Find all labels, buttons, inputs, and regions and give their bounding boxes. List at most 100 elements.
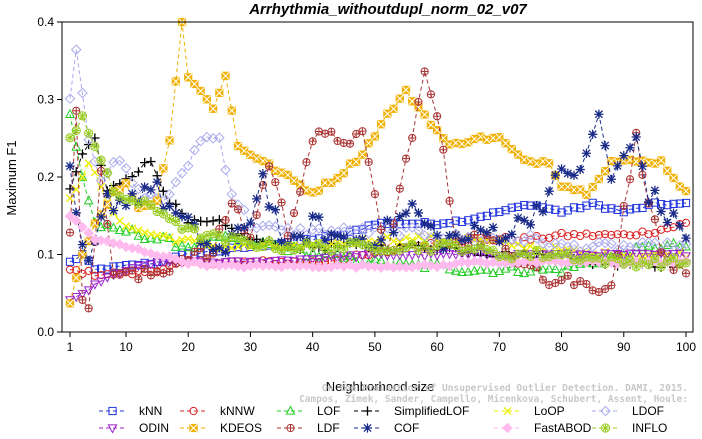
data-point-lof <box>108 222 119 232</box>
data-point-kdeos <box>420 110 429 119</box>
data-point-cof <box>507 229 517 239</box>
data-point-fastabod <box>114 239 126 250</box>
data-point-fastabod <box>425 260 437 271</box>
data-point-cof <box>644 197 654 207</box>
data-point-odin <box>625 249 635 259</box>
data-point-cof <box>158 203 168 214</box>
data-point-ldf <box>364 157 373 167</box>
data-point-knn <box>489 208 498 217</box>
data-point-inflo <box>252 242 262 252</box>
data-point-loop <box>128 224 137 233</box>
data-point-ldof <box>618 239 630 251</box>
data-point-cof <box>164 201 175 212</box>
data-point-cof <box>544 186 554 196</box>
data-point-fastabod <box>456 256 468 268</box>
data-point-odin <box>419 252 430 262</box>
data-point-lof <box>519 267 530 278</box>
data-point-cof <box>550 170 560 180</box>
data-point-inflo <box>451 240 461 251</box>
data-point-cof <box>444 231 455 241</box>
data-point-knnw <box>65 265 75 274</box>
data-point-fastabod <box>270 261 281 272</box>
data-point-knn <box>495 207 504 217</box>
data-point-inflo <box>121 194 131 205</box>
legend-marker-fastabod <box>502 422 513 434</box>
data-point-odin <box>289 257 299 267</box>
data-point-ldof <box>344 224 356 236</box>
data-point-simplifiedlof <box>202 217 212 227</box>
data-point-lof <box>481 264 492 274</box>
data-point-knnw <box>625 231 635 240</box>
data-point-lof <box>177 240 187 250</box>
data-point-odin <box>662 250 673 260</box>
data-point-inflo <box>320 243 330 253</box>
data-point-knn <box>227 243 236 252</box>
data-point-ldf <box>146 271 155 280</box>
data-point-inflo <box>84 128 94 138</box>
data-point-knn <box>445 218 454 228</box>
data-point-cof <box>77 240 88 250</box>
legend: kNN kNNW LOF SimplifiedLOF LoOP LDOF ODIN KDEOS… <box>99 404 667 435</box>
data-point-fastabod <box>83 227 94 239</box>
series-line-cof <box>69 114 687 262</box>
data-point-ldof <box>189 144 200 156</box>
data-point-loop <box>395 237 404 247</box>
data-point-kdeos <box>383 109 392 118</box>
data-point-ldof <box>114 155 126 167</box>
data-point-odin <box>239 259 250 269</box>
data-point-ldf <box>650 215 659 224</box>
data-point-cof <box>289 231 299 241</box>
data-point-loop <box>78 173 87 182</box>
data-point-ldf <box>439 145 448 154</box>
data-point-ldf <box>358 127 367 136</box>
legend-label: ODIN <box>139 421 169 434</box>
data-point-inflo <box>488 245 498 256</box>
data-point-ldof <box>599 237 611 249</box>
data-point-simplifiedlof <box>77 149 88 159</box>
data-point-kdeos <box>358 150 367 159</box>
data-point-loop <box>65 194 75 203</box>
legend-label: SimplifiedLOF <box>394 404 469 418</box>
data-point-kdeos <box>121 179 131 188</box>
data-point-cof <box>65 161 75 171</box>
data-point-cof <box>220 247 231 258</box>
legend-label: INFLO <box>632 421 667 434</box>
data-point-ldf <box>414 97 423 107</box>
data-point-loop <box>121 221 131 231</box>
data-point-inflo <box>619 259 629 269</box>
data-point-ldf <box>134 275 143 284</box>
data-point-simplifiedlof <box>208 216 218 226</box>
data-point-inflo <box>581 252 592 262</box>
data-point-lof <box>133 230 144 240</box>
data-point-kdeos <box>159 164 168 173</box>
legend-item-odin: ODIN <box>99 421 169 435</box>
data-point-kdeos <box>370 132 379 141</box>
data-point-ldof <box>307 224 318 236</box>
data-point-knn <box>184 249 193 258</box>
data-point-inflo <box>96 155 106 165</box>
data-point-knnw <box>601 229 610 239</box>
data-point-inflo <box>177 224 187 234</box>
data-point-cof <box>252 194 262 204</box>
data-point-lof <box>463 266 474 276</box>
data-point-inflo <box>326 246 336 256</box>
data-point-cof <box>482 228 492 238</box>
data-point-ldof <box>556 238 567 250</box>
data-point-ldf <box>420 67 429 76</box>
data-point-kdeos <box>576 185 585 194</box>
data-point-simplifiedlof <box>127 172 137 182</box>
x-tick-label: 50 <box>368 340 382 354</box>
data-point-kdeos <box>165 136 174 145</box>
legend-marker-cof <box>362 423 373 433</box>
data-point-knn <box>601 204 610 213</box>
legend-marker-lof <box>285 405 296 415</box>
data-point-kdeos <box>501 139 510 148</box>
data-point-ldf <box>445 196 454 206</box>
x-tick-label: 80 <box>555 340 569 354</box>
data-point-knn <box>607 204 616 213</box>
x-tick-label: 100 <box>676 340 696 354</box>
data-point-knnw <box>613 230 622 239</box>
chart-title: Arrhythmia_withoutdupl_norm_02_v07 <box>248 1 527 18</box>
series-cof <box>65 109 691 266</box>
data-point-ldof <box>531 233 542 244</box>
